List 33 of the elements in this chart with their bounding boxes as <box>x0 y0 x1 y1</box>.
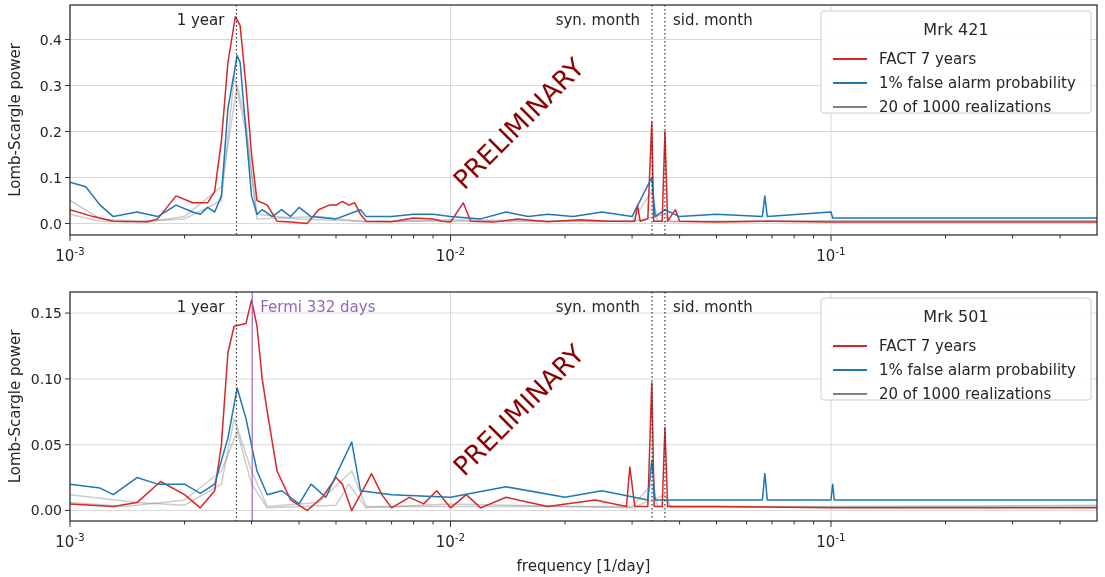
legend-label: FACT 7 years <box>879 337 977 355</box>
legend-label: 20 of 1000 realizations <box>879 98 1052 116</box>
legend-label: 1% false alarm probability <box>879 361 1077 379</box>
y-tick-label: 0.10 <box>30 370 62 387</box>
x-tick-label: 10$^{-2}$ <box>435 531 466 551</box>
y-tick-label: 0.1 <box>39 169 62 186</box>
x-tick-label: 10$^{-2}$ <box>435 245 466 265</box>
legend-label: FACT 7 years <box>879 50 977 68</box>
y-tick-label: 0.15 <box>30 305 62 322</box>
legend-title: Mrk 421 <box>923 20 989 39</box>
y-tick-label: 0.3 <box>39 77 62 94</box>
y-tick-label: 0.05 <box>30 436 62 453</box>
ref-line-label: sid. month <box>672 298 753 316</box>
ref-line-label: Fermi 332 days <box>260 298 376 316</box>
y-tick-label: 0.0 <box>39 215 62 232</box>
y-axis-title: Lomb-Scargle power <box>6 42 24 197</box>
legend-label: 20 of 1000 realizations <box>879 385 1052 403</box>
ref-line-label: 1 year <box>176 11 226 29</box>
y-tick-label: 0.2 <box>39 123 62 140</box>
y-axis-title: Lomb-Scargle power <box>6 328 24 484</box>
x-tick-label: 10$^{-3}$ <box>55 245 85 265</box>
x-axis-title: frequency [1/day] <box>516 557 651 575</box>
ref-line-label: 1 year <box>176 298 226 316</box>
legend-label: 1% false alarm probability <box>879 74 1077 92</box>
x-tick-label: 10$^{-1}$ <box>816 245 846 265</box>
x-tick-label: 10$^{-3}$ <box>55 531 85 551</box>
ref-line-label: sid. month <box>672 11 753 29</box>
y-tick-label: 0.4 <box>39 31 63 48</box>
ref-line-label: syn. month <box>555 298 641 316</box>
ref-line-label: syn. month <box>555 11 641 29</box>
x-tick-label: 10$^{-1}$ <box>816 531 846 551</box>
legend-title: Mrk 501 <box>923 307 989 326</box>
y-tick-label: 0.00 <box>30 502 62 519</box>
